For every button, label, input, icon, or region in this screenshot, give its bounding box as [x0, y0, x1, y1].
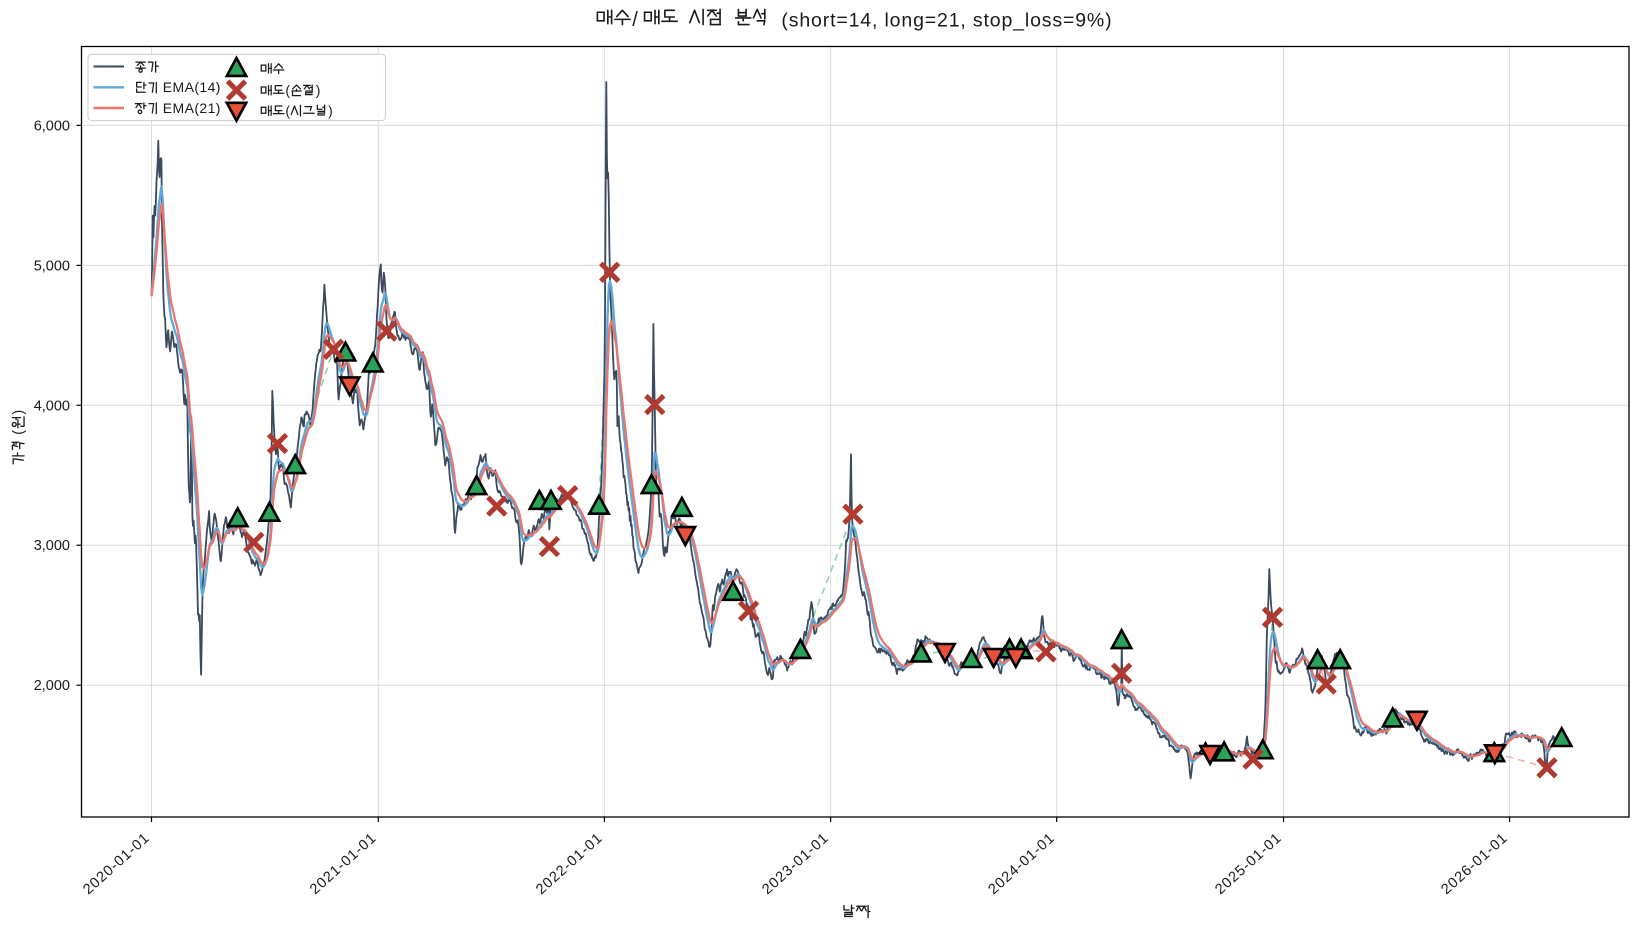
svg-text:4,000: 4,000 [34, 398, 70, 414]
svg-text:(: ( [285, 102, 290, 118]
svg-text:5,000: 5,000 [34, 258, 70, 274]
svg-text:): ) [11, 410, 27, 415]
svg-text:EMA(21): EMA(21) [163, 100, 221, 116]
svg-text:/: / [632, 9, 638, 31]
svg-text:EMA(14): EMA(14) [163, 79, 221, 95]
svg-text:(: ( [285, 82, 290, 98]
svg-text:): ) [328, 102, 333, 118]
svg-text:2,000: 2,000 [34, 678, 70, 694]
svg-text:(short=14, long=21, stop_loss=: (short=14, long=21, stop_loss=9%) [781, 10, 1112, 32]
svg-text:): ) [316, 82, 321, 98]
svg-text:6,000: 6,000 [34, 118, 70, 134]
svg-text:3,000: 3,000 [34, 538, 70, 554]
svg-text:(: ( [11, 430, 27, 435]
